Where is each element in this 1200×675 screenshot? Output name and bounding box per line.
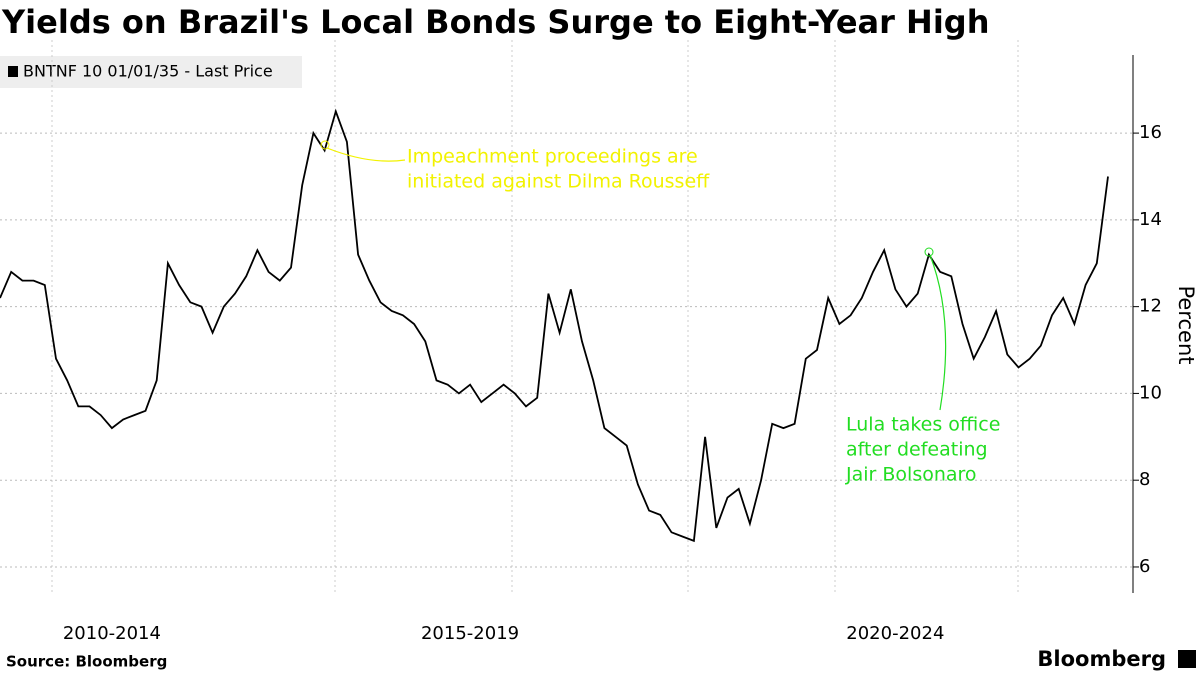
y-tick-label: 10 (1139, 382, 1162, 403)
x-tick-label: 2020-2024 (846, 623, 944, 644)
x-grid (51, 40, 1019, 593)
y-tick-label: 6 (1139, 556, 1150, 577)
annotation-pointer (326, 147, 406, 162)
y-tick-label: 16 (1139, 122, 1162, 143)
annotation-text: Lula takes office (846, 414, 1000, 436)
annotation-text: after defeating (846, 439, 988, 461)
legend-box (0, 56, 302, 88)
x-tick-label: 2010-2014 (63, 623, 161, 644)
y-axis-label: Percent (1174, 285, 1198, 364)
chart-title: Yields on Brazil's Local Bonds Surge to … (1, 3, 989, 41)
annotation-marker (924, 247, 934, 257)
annotation-text: Impeachment proceedings are (407, 146, 698, 168)
annotation-pointer (929, 254, 947, 411)
legend-label: BNTNF 10 01/01/35 - Last Price (23, 62, 273, 81)
brand-icon (1178, 650, 1196, 668)
legend-swatch (8, 66, 18, 77)
x-tick-label: 2015-2019 (421, 623, 519, 644)
y-tick-label: 8 (1139, 469, 1150, 490)
brand: Bloomberg (1037, 647, 1166, 671)
source: Source: Bloomberg (6, 653, 167, 671)
y-tick-label: 14 (1139, 209, 1162, 230)
series-line (0, 108, 1109, 543)
annotation-text: Jair Bolsonaro (845, 464, 977, 486)
annotation-text: initiated against Dilma Rousseff (407, 171, 710, 193)
y-tick-label: 12 (1139, 296, 1162, 317)
annotation-marker (320, 140, 330, 150)
